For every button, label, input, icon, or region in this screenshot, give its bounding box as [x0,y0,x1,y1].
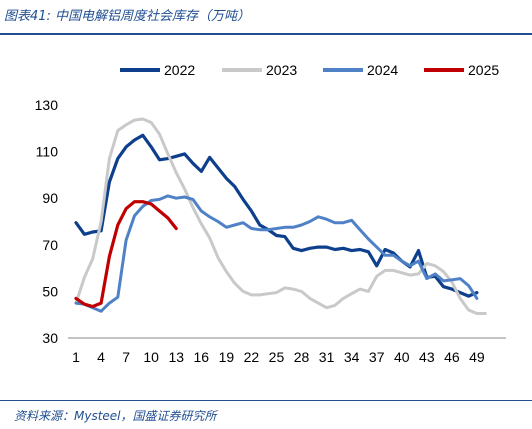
x-tick-label: 28 [294,349,310,365]
series-line-2024 [74,194,479,313]
x-tick-label: 13 [168,349,184,365]
x-tick-label: 46 [444,349,460,365]
x-axis: 1 4 7 10 13 16 19 22 25 28 31 34 37 40 43 46 49 [68,337,506,365]
top-rule [0,33,532,35]
x-tick-label: 34 [344,349,360,365]
plot-area [74,117,487,315]
series-line-2025 [74,200,178,309]
x-tick-label: 37 [369,349,385,365]
x-tick-label: 16 [194,349,210,365]
series-line-2023 [74,117,487,315]
legend-label-2025: 2025 [468,62,499,78]
x-tick-label: 49 [469,349,485,365]
x-tick-label: 25 [269,349,285,365]
y-tick-label: 130 [35,97,59,113]
y-tick-label: 50 [42,283,58,299]
x-tick-label: 10 [143,349,159,365]
chart-legend: 2022 2023 2024 2025 [120,62,499,78]
y-tick-label: 70 [42,237,58,253]
legend-label-2024: 2024 [367,62,398,78]
x-tick-label: 1 [72,349,80,365]
legend-label-2023: 2023 [266,62,297,78]
y-tick-label: 110 [36,144,59,160]
x-tick-label: 4 [97,349,105,365]
x-tick-label: 31 [319,349,335,365]
x-tick-label: 7 [122,349,130,365]
figure-title: 图表41: 中国电解铝周度社会库存（万吨） [4,9,251,24]
x-tick-label: 43 [419,349,435,365]
y-tick-label: 30 [42,330,58,346]
source-note: 资料来源：Mysteel，国盛证券研究所 [14,409,217,423]
x-tick-label: 19 [219,349,235,365]
legend-label-2022: 2022 [164,62,195,78]
bottom-rule [0,400,532,401]
x-tick-label: 40 [394,349,410,365]
y-tick-label: 90 [42,190,58,206]
x-tick-label: 22 [244,349,260,365]
y-axis: 30 50 70 90 110 130 [35,97,59,346]
